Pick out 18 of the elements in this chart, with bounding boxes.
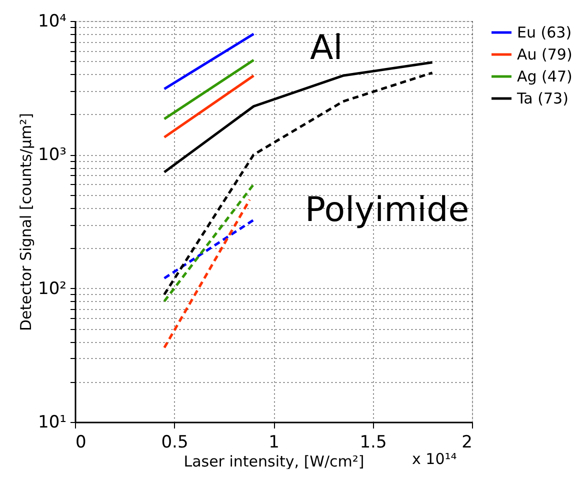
y-axis-title: Detector Signal [counts/μm²]: [17, 112, 36, 332]
x-tick-label: 1.5: [360, 432, 387, 452]
text: x 10¹⁴: [412, 450, 457, 468]
y-tick-label: 10³: [38, 145, 66, 166]
y-tick-label: 10¹: [38, 412, 66, 432]
legend-label: Au (79): [517, 46, 572, 64]
legend-label: Ag (47): [517, 68, 572, 86]
x-tick-label: 0: [76, 432, 86, 452]
annotation: Polyimide: [305, 190, 470, 230]
x-tick-label: 0.5: [161, 432, 188, 452]
y-tick-label: 10⁴: [38, 12, 67, 32]
line-series: [163, 61, 434, 174]
legend-label: Ta (73): [516, 90, 568, 108]
legend-label: Eu (63): [517, 24, 572, 42]
y-tick-label: 10²: [38, 278, 66, 299]
x-tick-label: 2: [462, 432, 472, 452]
annotation: Al: [310, 28, 343, 68]
x-tick-label: 1: [268, 432, 280, 452]
